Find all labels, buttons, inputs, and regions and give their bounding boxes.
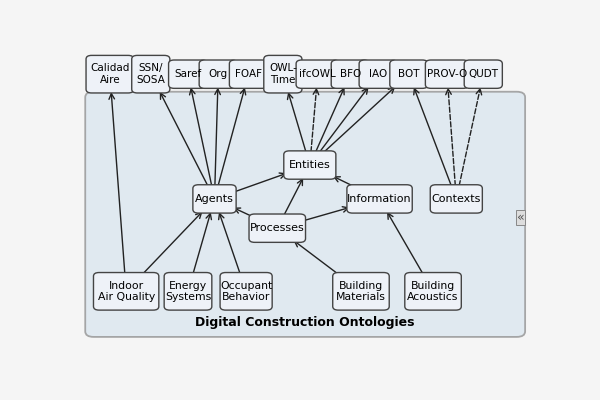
Text: «: « [517,211,524,224]
FancyBboxPatch shape [86,55,134,93]
Text: Indoor
Air Quality: Indoor Air Quality [98,280,155,302]
FancyBboxPatch shape [132,55,170,93]
FancyBboxPatch shape [249,214,305,242]
Text: Building
Acoustics: Building Acoustics [407,280,459,302]
Text: ifcOWL: ifcOWL [299,69,336,79]
FancyBboxPatch shape [347,185,412,213]
Text: BOT: BOT [398,69,419,79]
FancyBboxPatch shape [390,60,428,88]
FancyBboxPatch shape [264,55,302,93]
FancyBboxPatch shape [193,185,236,213]
FancyBboxPatch shape [296,60,340,88]
FancyBboxPatch shape [333,272,389,310]
FancyBboxPatch shape [464,60,502,88]
Text: PROV-O: PROV-O [427,69,467,79]
Text: Contexts: Contexts [431,194,481,204]
Text: Energy
Systems: Energy Systems [165,280,211,302]
FancyBboxPatch shape [169,60,208,88]
Text: Occupant
Behavior: Occupant Behavior [220,280,272,302]
Text: FOAF: FOAF [235,69,262,79]
FancyBboxPatch shape [284,151,336,179]
Text: Entities: Entities [289,160,331,170]
FancyBboxPatch shape [425,60,469,88]
Text: BFO: BFO [340,69,361,79]
Text: Information: Information [347,194,412,204]
Text: OWL-
Time: OWL- Time [269,63,297,85]
FancyBboxPatch shape [229,60,268,88]
FancyBboxPatch shape [85,92,525,337]
FancyBboxPatch shape [164,272,212,310]
Text: Digital Construction Ontologies: Digital Construction Ontologies [196,316,415,329]
Text: Calidad
Aire: Calidad Aire [90,63,130,85]
FancyBboxPatch shape [359,60,397,88]
Text: Saref: Saref [175,69,202,79]
Text: Processes: Processes [250,223,305,233]
FancyBboxPatch shape [220,272,272,310]
FancyBboxPatch shape [430,185,482,213]
Text: SSN/
SOSA: SSN/ SOSA [136,63,165,85]
Text: QUDT: QUDT [468,69,498,79]
FancyBboxPatch shape [331,60,370,88]
Text: IAO: IAO [369,69,388,79]
Text: Agents: Agents [195,194,234,204]
FancyBboxPatch shape [405,272,461,310]
Text: Building
Materials: Building Materials [336,280,386,302]
FancyBboxPatch shape [94,272,159,310]
FancyBboxPatch shape [199,60,237,88]
Text: Org: Org [209,69,228,79]
